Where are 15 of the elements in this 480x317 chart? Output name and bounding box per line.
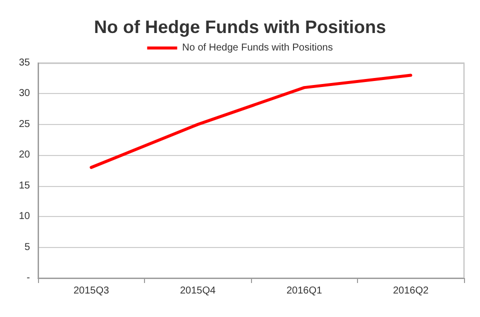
y-tick-label: 35: [18, 58, 30, 68]
y-tick-label: 25: [18, 118, 30, 130]
x-tick-label: 2015Q3: [73, 286, 110, 296]
x-tick-label: 2016Q2: [392, 286, 429, 296]
y-tick-label: -: [26, 272, 30, 284]
x-tick-label: 2015Q4: [180, 286, 216, 296]
y-tick-label: 20: [18, 150, 30, 161]
x-tick-label: 2016Q1: [286, 286, 322, 296]
chart-title: No of Hedge Funds with Positions: [94, 17, 386, 37]
y-tick-label: 15: [18, 180, 30, 192]
line-series: [90, 74, 412, 169]
y-tick-label: 30: [18, 88, 30, 100]
y-tick-label: 5: [24, 242, 30, 253]
y-tick-label: 10: [18, 211, 30, 222]
legend-label: No of Hedge Funds with Positions: [182, 42, 333, 54]
